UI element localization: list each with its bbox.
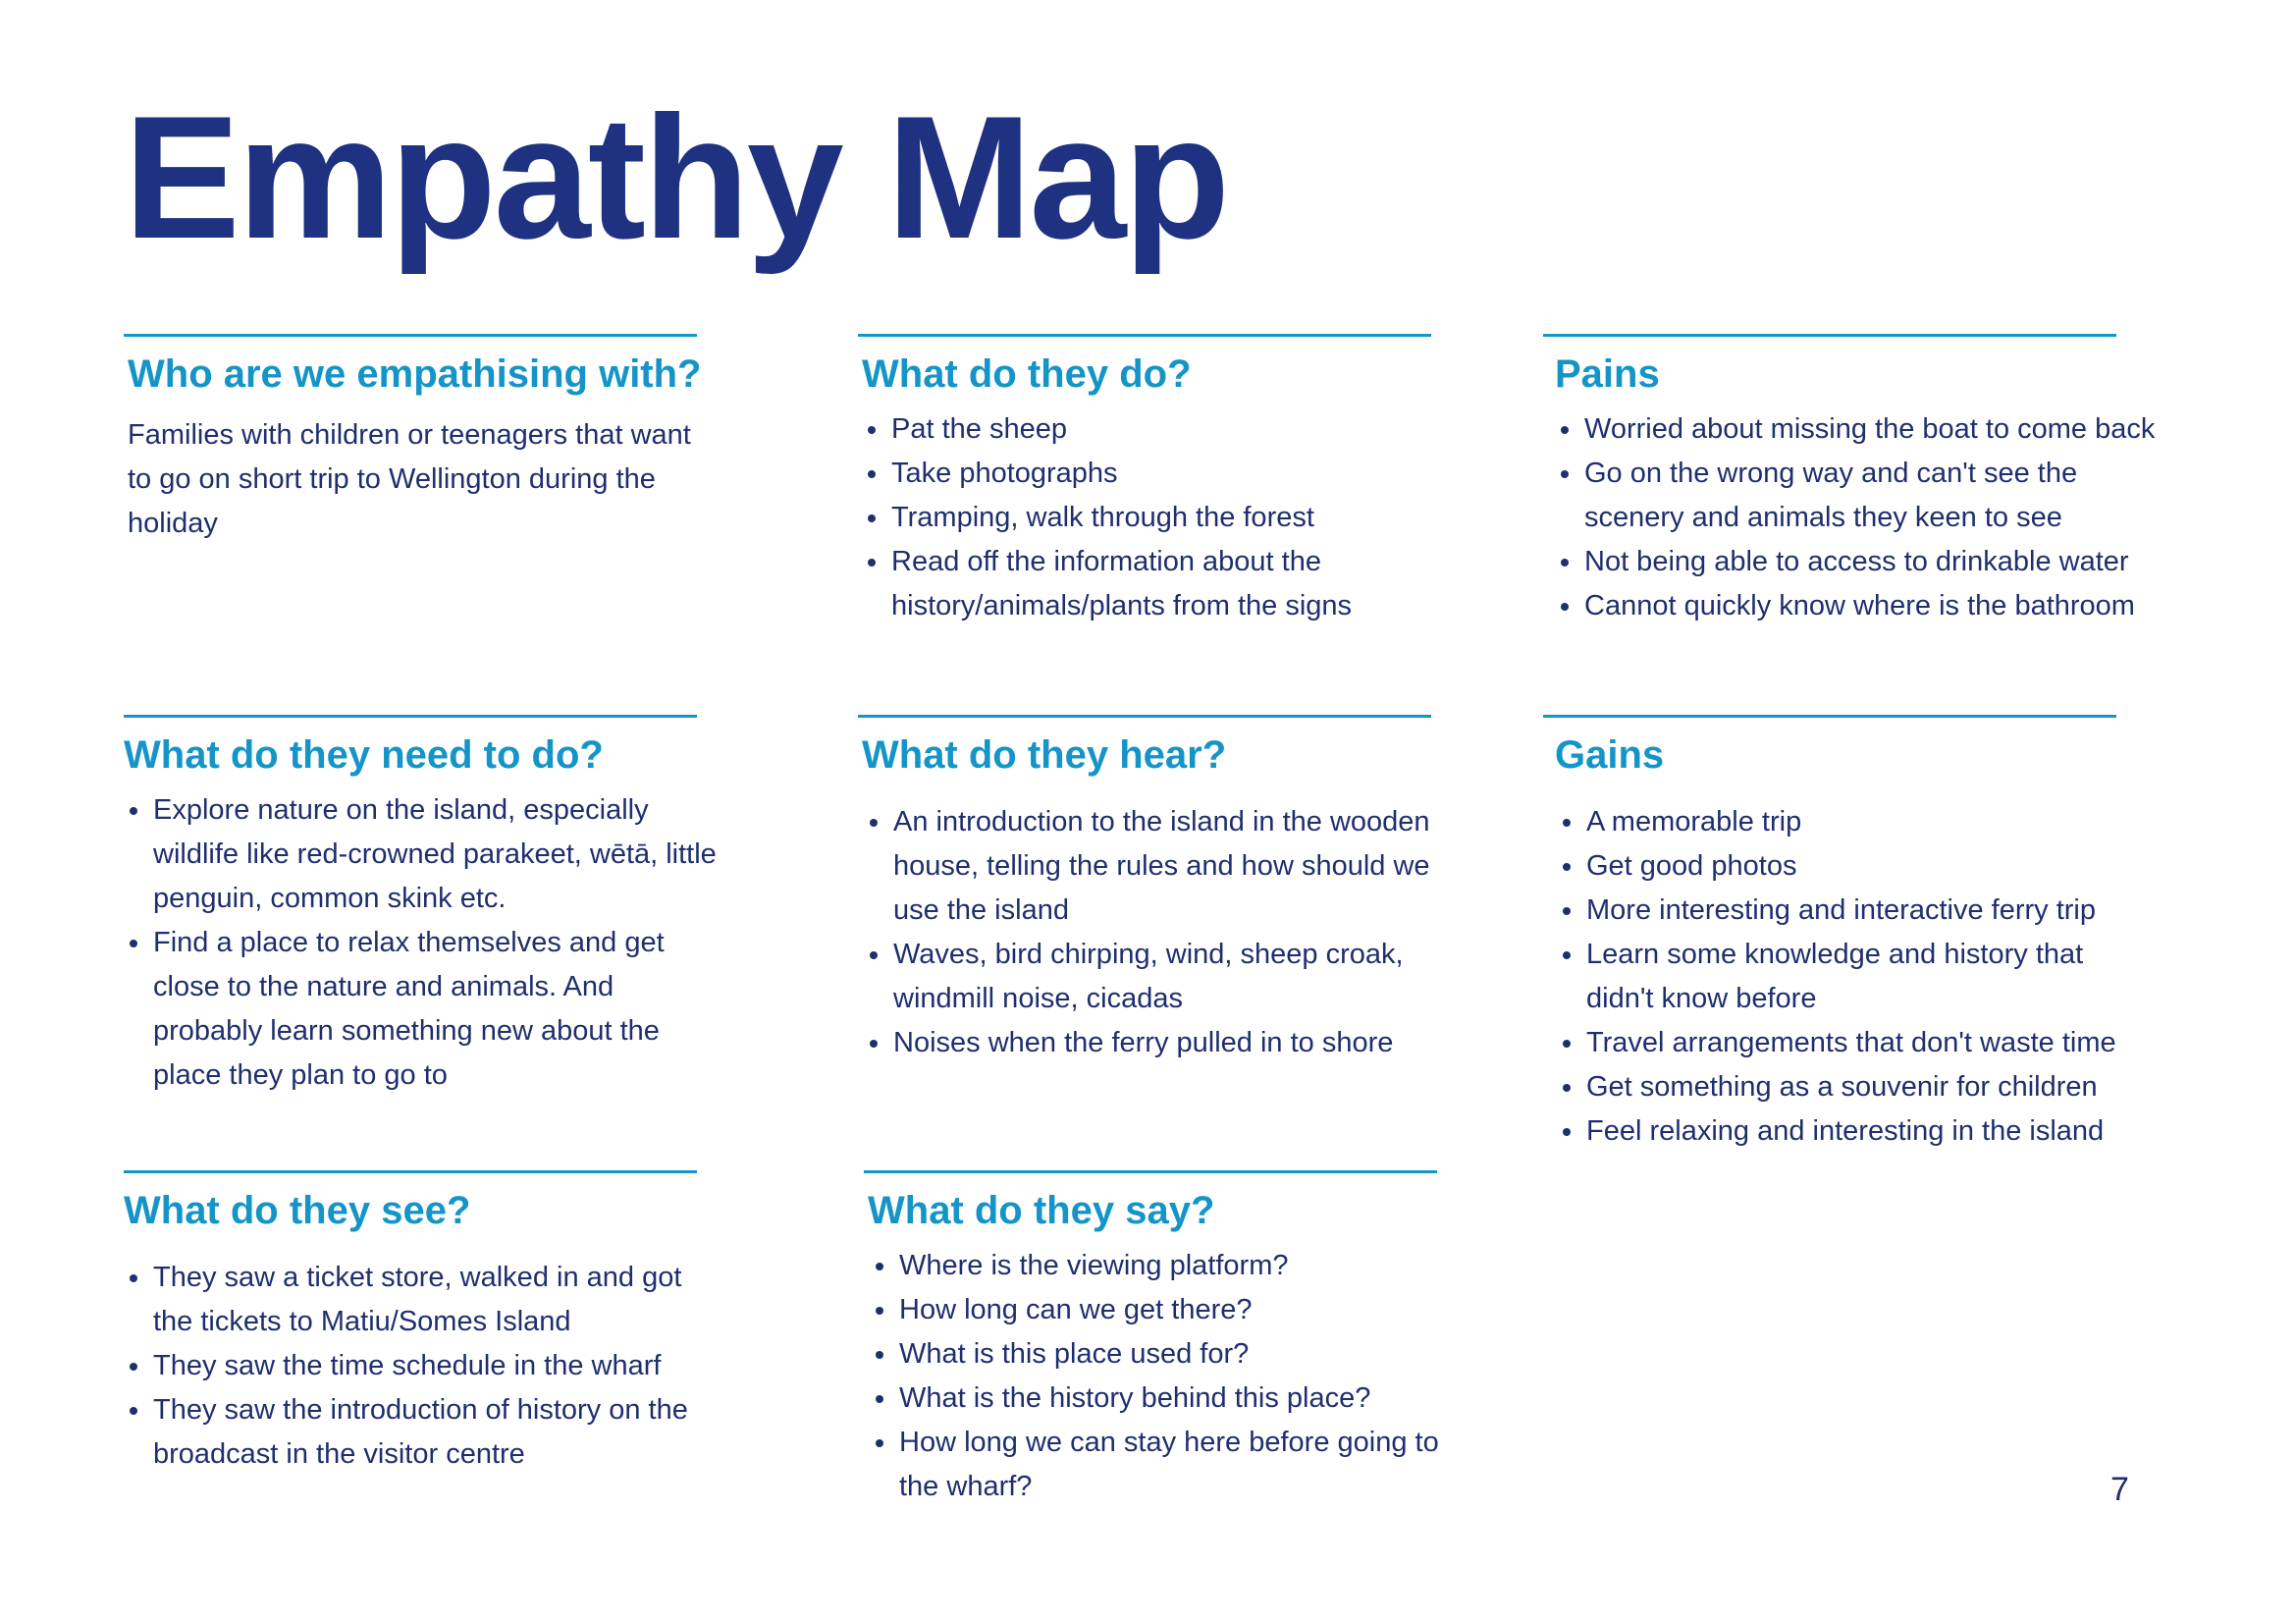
list-item: They saw a ticket store, walked in and g… xyxy=(124,1256,703,1344)
section-divider xyxy=(124,715,697,718)
list-item: Learn some knowledge and history that di… xyxy=(1557,933,2136,1021)
bullet-list: They saw a ticket store, walked in and g… xyxy=(124,1256,732,1477)
bullet-list: Worried about missing the boat to come b… xyxy=(1543,407,2155,628)
section-who: Who are we empathising with? Families wi… xyxy=(124,334,732,546)
section-divider xyxy=(858,715,1431,718)
page-number: 7 xyxy=(2110,1471,2129,1508)
list-item: Not being able to access to drinkable wa… xyxy=(1555,540,2173,584)
section-need: What do they need to do? Explore nature … xyxy=(124,715,732,1098)
section-say: What do they say? Where is the viewing p… xyxy=(864,1170,1472,1509)
section-heading: Who are we empathising with? xyxy=(128,352,702,396)
section-divider xyxy=(864,1170,1437,1173)
bullet-list: Where is the viewing platform? How long … xyxy=(864,1244,1472,1509)
list-item: Where is the viewing platform? xyxy=(870,1244,1459,1288)
section-divider xyxy=(124,334,697,337)
list-item: Read off the information about the histo… xyxy=(862,540,1480,628)
list-item: Feel relaxing and interesting in the isl… xyxy=(1557,1109,2175,1154)
section-do: What do they do? Pat the sheep Take phot… xyxy=(858,334,1467,628)
bullet-list: Pat the sheep Take photographs Tramping,… xyxy=(858,407,1467,628)
bullet-list: A memorable trip Get good photos More in… xyxy=(1543,800,2152,1154)
list-item: Go on the wrong way and can't see the sc… xyxy=(1555,452,2173,540)
section-divider xyxy=(124,1170,697,1173)
section-text: Families with children or teenagers that… xyxy=(128,419,691,539)
page-title: Empathy Map xyxy=(124,80,1230,275)
section-heading: Gains xyxy=(1555,733,1665,777)
list-item: More interesting and interactive ferry t… xyxy=(1557,889,2175,933)
list-item: How long can we get there? xyxy=(870,1288,1459,1332)
section-hear: What do they hear? An introduction to th… xyxy=(858,715,1467,1065)
section-heading: What do they hear? xyxy=(862,733,1227,777)
section-heading: What do they see? xyxy=(124,1189,471,1232)
list-item: Pat the sheep xyxy=(862,407,1480,452)
section-heading: What do they need to do? xyxy=(124,733,604,777)
section-heading: What do they say? xyxy=(868,1189,1215,1232)
list-item: How long we can stay here before going t… xyxy=(870,1421,1459,1509)
section-pains: Pains Worried about missing the boat to … xyxy=(1543,334,2155,628)
list-item: Explore nature on the island, especially… xyxy=(124,788,722,921)
section-heading: Pains xyxy=(1555,352,1660,396)
list-item: Tramping, walk through the forest xyxy=(862,496,1480,540)
list-item: Waves, bird chirping, wind, sheep croak,… xyxy=(864,933,1453,1021)
section-heading: What do they do? xyxy=(862,352,1192,396)
list-item: Worried about missing the boat to come b… xyxy=(1555,407,2173,452)
section-divider xyxy=(858,334,1431,337)
section-divider xyxy=(1543,715,2116,718)
section-divider xyxy=(1543,334,2116,337)
list-item: What is the history behind this place? xyxy=(870,1377,1459,1421)
list-item: What is this place used for? xyxy=(870,1332,1459,1377)
list-item: They saw the time schedule in the wharf xyxy=(124,1344,703,1388)
list-item: Get good photos xyxy=(1557,844,2175,889)
bullet-list: Explore nature on the island, especially… xyxy=(124,788,732,1098)
list-item: A memorable trip xyxy=(1557,800,2175,844)
list-item: Noises when the ferry pulled in to shore xyxy=(864,1021,1453,1065)
list-item: Travel arrangements that don't waste tim… xyxy=(1557,1021,2175,1065)
list-item: An introduction to the island in the woo… xyxy=(864,800,1453,933)
section-gains: Gains A memorable trip Get good photos M… xyxy=(1543,715,2152,1154)
list-item: Cannot quickly know where is the bathroo… xyxy=(1555,584,2173,628)
list-item: Get something as a souvenir for children xyxy=(1557,1065,2175,1109)
bullet-list: An introduction to the island in the woo… xyxy=(858,800,1467,1065)
list-item: They saw the introduction of history on … xyxy=(124,1388,703,1477)
section-see: What do they see? They saw a ticket stor… xyxy=(124,1170,732,1477)
list-item: Find a place to relax themselves and get… xyxy=(124,921,722,1098)
list-item: Take photographs xyxy=(862,452,1480,496)
